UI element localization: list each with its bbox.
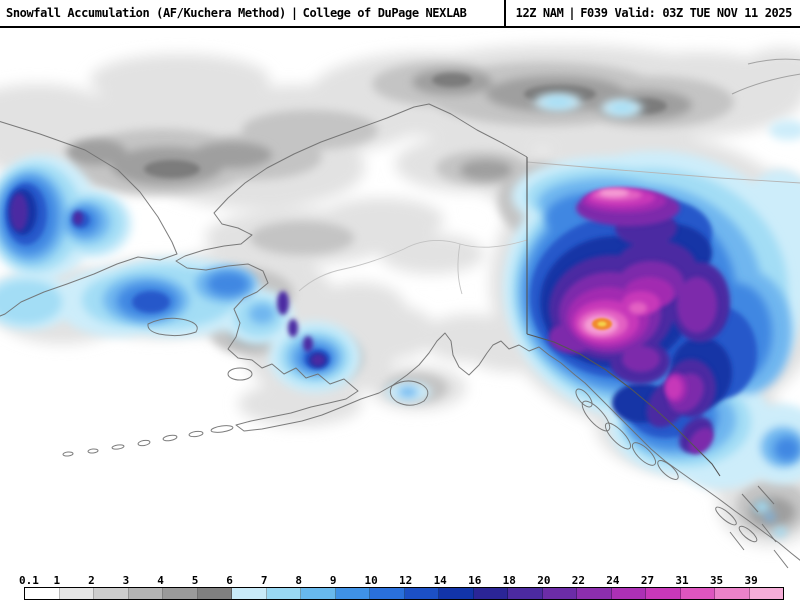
- aleutian-islands: [62, 425, 234, 457]
- colorbar-tick-35: 35: [709, 574, 724, 587]
- colorbar-tick-6: 6: [226, 574, 233, 587]
- colorbar-swatch-24: [611, 588, 646, 599]
- valid-time: Valid: 03Z TUE NOV 11 2025: [614, 6, 793, 20]
- colorbar-tick-14: 14: [433, 574, 447, 587]
- kodiak-island: [389, 380, 429, 406]
- colorbar: 0.1 1 2 3 4 5 6 7 8 9 10 12 14 16 18 20 22 24 27 31 35 39: [0, 574, 800, 600]
- colorbar-swatches: [24, 587, 784, 600]
- chukotka-coast: [0, 121, 178, 317]
- snowfall-map-svg: [0, 28, 800, 574]
- colorbar-tick-9: 9: [329, 574, 337, 587]
- colorbar-swatch-22: [577, 588, 612, 599]
- colorbar-tick-27: 27: [640, 574, 655, 587]
- colorbar-swatch-3: [128, 588, 163, 599]
- political-borders: [526, 157, 721, 477]
- colorbar-labels: 0.1 1 2 3 4 5 6 7 8 9 10 12 14 16 18 20 22 24 27 31 35 39: [19, 574, 784, 587]
- bc-fjords: [715, 485, 789, 569]
- colorbar-tick-18: 18: [502, 574, 516, 587]
- snow-yellow: [597, 321, 607, 327]
- river-lines: [298, 161, 800, 295]
- colorbar-tick-7: 7: [260, 574, 268, 587]
- product-header: Snowfall Accumulation (AF/Kuchera Method…: [0, 0, 467, 26]
- header-bar: Snowfall Accumulation (AF/Kuchera Method…: [0, 0, 800, 28]
- colorbar-swatch-10: [370, 588, 405, 599]
- colorbar-tick-22: 22: [571, 574, 585, 587]
- colorbar-swatch-12: [404, 588, 439, 599]
- colorbar-tick-20: 20: [537, 574, 551, 587]
- colorbar-swatch-9: [335, 588, 370, 599]
- run-divider: |: [568, 6, 576, 20]
- forecast-hour: F039: [580, 6, 608, 20]
- run-info: 12Z NAM | F039 Valid: 03Z TUE NOV 11 202…: [503, 0, 800, 26]
- colorbar-tick-3: 3: [122, 574, 130, 587]
- colorbar-swatch-1: [59, 588, 94, 599]
- colorbar-tick-31: 31: [675, 574, 689, 587]
- colorbar-swatch-27: [646, 588, 681, 599]
- colorbar-swatch-6: [232, 588, 267, 599]
- colorbar-swatch-35: [715, 588, 750, 599]
- colorbar-swatch-8: [301, 588, 336, 599]
- colorbar-swatch-16: [473, 588, 508, 599]
- colorbar-tick-5: 5: [191, 574, 199, 587]
- colorbar-tick-12: 12: [399, 574, 413, 587]
- st-lawrence-island: [147, 317, 198, 337]
- colorbar-tick-8: 8: [295, 574, 302, 587]
- colorbar-swatch-20: [542, 588, 577, 599]
- southeast-islands: [575, 388, 679, 480]
- colorbar-swatch-7: [266, 588, 301, 599]
- colorbar-swatch-4: [163, 588, 198, 599]
- map-canvas: [0, 28, 800, 574]
- panhandle-border: [526, 333, 721, 477]
- arctic-canada-coast: [731, 58, 800, 95]
- header-divider: |: [290, 6, 298, 20]
- colorbar-tick-2: 2: [88, 574, 95, 587]
- colorbar-swatch-5: [197, 588, 232, 599]
- colorbar-swatch-0.1: [25, 588, 60, 599]
- source-name: College of DuPage NEXLAB: [302, 6, 467, 20]
- colorbar-swatch-39: [749, 588, 783, 599]
- model-run: 12Z NAM: [515, 6, 564, 20]
- coastlines: [0, 58, 800, 569]
- bc-coast: [704, 488, 800, 561]
- colorbar-tick-24: 24: [606, 574, 620, 587]
- colorbar-swatch-2: [94, 588, 129, 599]
- colorbar-tick-39: 39: [744, 574, 758, 587]
- nunivak-island: [227, 367, 253, 381]
- colorbar-swatch-31: [680, 588, 715, 599]
- colorbar-tick-1: 1: [53, 574, 61, 587]
- colorbar-tick-4: 4: [157, 574, 164, 587]
- colorbar-swatch-14: [439, 588, 474, 599]
- colorbar-tick-16: 16: [468, 574, 482, 587]
- colorbar-swatch-18: [508, 588, 543, 599]
- snowfall-layers: [0, 45, 800, 546]
- colorbar-tick-10: 10: [364, 574, 378, 587]
- colorbar-tick-0.1: 0.1: [19, 574, 39, 587]
- alaska-mainland-coast: [175, 103, 706, 490]
- product-title: Snowfall Accumulation (AF/Kuchera Method…: [6, 6, 286, 20]
